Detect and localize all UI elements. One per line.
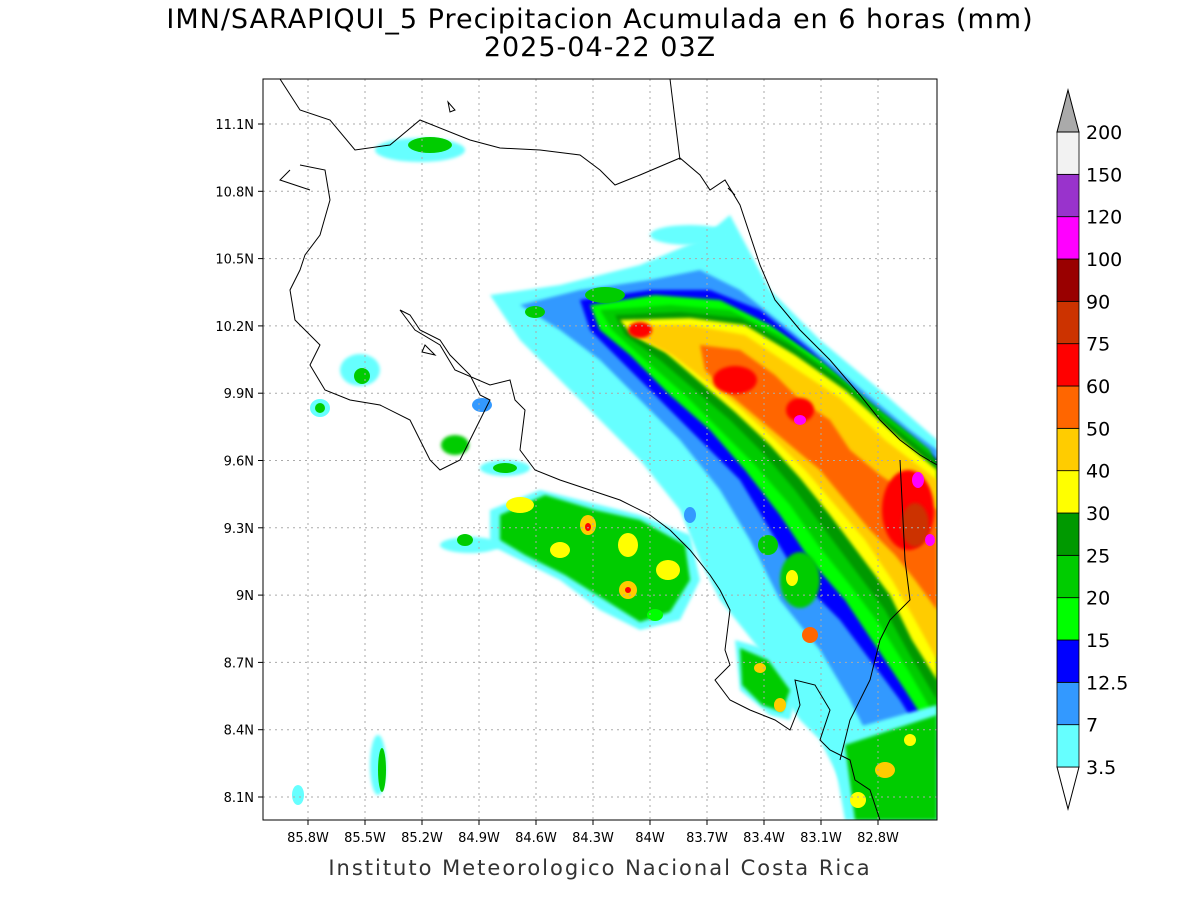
footer-credit: Instituto Meteorologico Nacional Costa R… — [328, 856, 872, 880]
lon-tick-label: 82.8W — [857, 831, 899, 846]
precipitation-legend: 3.5 7 12.5 15 20 25 30 40 50 60 75 90 100 120 150 200 — [1056, 88, 1128, 811]
colorbar-label: 120 — [1086, 207, 1122, 229]
colorbar-label: 12.5 — [1086, 672, 1128, 694]
colorbar-label: 150 — [1086, 164, 1122, 186]
colorbar-label: 40 — [1086, 461, 1110, 483]
lat-tick-label: 10.2N — [215, 320, 254, 335]
colorbar-label: 15 — [1086, 630, 1110, 652]
colorbar-label: 50 — [1086, 418, 1110, 440]
longitude-ticks: 85.8W 85.5W 85.2W 84.9W 84.6W 84.3W 84W 83.7W 83… — [287, 820, 899, 846]
colorbar-swatch — [1056, 724, 1080, 768]
lon-tick-label: 85.5W — [344, 831, 386, 846]
map-frame — [262, 78, 938, 821]
lon-tick-label: 85.8W — [287, 831, 329, 846]
lat-tick-label: 9.6N — [224, 455, 254, 470]
lon-tick-label: 84.3W — [572, 831, 614, 846]
lat-tick-label: 8.7N — [224, 656, 254, 671]
colorbar-label: 200 — [1086, 122, 1122, 144]
lat-tick-label: 8.4N — [224, 724, 254, 739]
colorbar-swatch — [1056, 639, 1080, 683]
lon-tick-label: 83.1W — [800, 831, 842, 846]
colorbar-label: 20 — [1086, 588, 1110, 610]
colorbar-swatch — [1056, 385, 1080, 429]
lon-tick-label: 84W — [635, 831, 665, 846]
map-title: IMN/SARAPIQUI_5 Precipitacion Acumulada … — [166, 4, 1034, 35]
map-plot-area — [262, 78, 938, 821]
colorbar-max-arrow — [1056, 88, 1080, 133]
colorbar-label: 60 — [1086, 376, 1110, 398]
colorbar-swatch — [1056, 470, 1080, 514]
map-date: 2025-04-22 03Z — [483, 32, 717, 63]
colorbar-label: 100 — [1086, 249, 1122, 271]
colorbar-label: 3.5 — [1086, 757, 1116, 779]
colorbar-swatch — [1056, 427, 1080, 472]
colorbar-swatch — [1056, 597, 1080, 641]
precip-north-cells — [292, 137, 730, 805]
colorbar-min-arrow — [1056, 766, 1080, 811]
colorbar-swatch — [1056, 681, 1080, 726]
lon-tick-label: 83.7W — [686, 831, 728, 846]
colorbar-swatch — [1056, 554, 1080, 599]
lat-tick-label: 9N — [236, 589, 254, 604]
colorbar-label: 30 — [1086, 503, 1110, 525]
latitude-ticks: 11.1N 10.8N 10.5N 10.2N 9.9N 9.6N 9.3N 9N 8.7N 8.… — [215, 118, 263, 806]
map-gridlines — [263, 79, 937, 820]
lon-tick-label: 84.6W — [515, 831, 557, 846]
colorbar-label: 7 — [1086, 715, 1098, 737]
lat-tick-label: 10.5N — [215, 253, 254, 268]
colorbar-label: 90 — [1086, 291, 1110, 313]
lat-tick-label: 9.3N — [224, 522, 254, 537]
colorbar-swatch — [1056, 216, 1080, 260]
lat-tick-label: 8.1N — [224, 791, 254, 806]
colorbar-label: 25 — [1086, 545, 1110, 567]
lon-tick-label: 84.9W — [458, 831, 500, 846]
precipitation-field — [292, 137, 937, 820]
colorbar-swatch — [1056, 300, 1080, 345]
lon-tick-label: 85.2W — [401, 831, 443, 846]
lat-tick-label: 11.1N — [215, 118, 254, 133]
precip-caribbean-band — [490, 215, 937, 820]
coastline — [279, 79, 937, 820]
colorbar-swatch — [1056, 343, 1080, 387]
colorbar-label: 75 — [1086, 334, 1110, 356]
colorbar-swatch — [1056, 258, 1080, 302]
lat-tick-label: 10.8N — [215, 185, 254, 200]
lat-tick-label: 9.9N — [224, 387, 254, 402]
colorbar-swatch — [1056, 131, 1080, 175]
precip-south — [735, 640, 937, 820]
lon-tick-label: 83.4W — [743, 831, 785, 846]
colorbar-swatch — [1056, 512, 1080, 556]
colorbar-swatch — [1056, 173, 1080, 218]
